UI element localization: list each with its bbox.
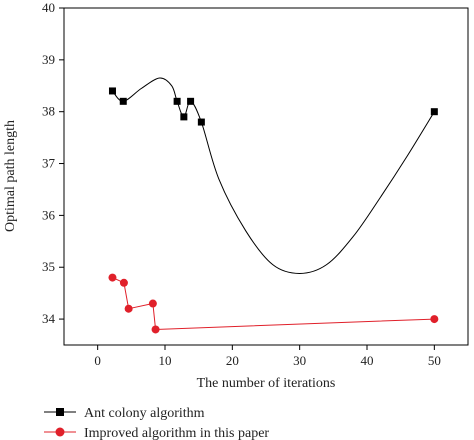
- y-tick-label-34: 34: [42, 311, 56, 326]
- data-point-improved-4: [151, 325, 160, 334]
- legend-marker-ant-colony: [56, 408, 64, 416]
- y-axis: 34 35 36 37 38 39 40: [42, 0, 64, 326]
- legend: Ant colony algorithm Improved algorithm …: [44, 406, 269, 440]
- series-layer: [108, 77, 439, 334]
- y-axis-title: Optimal path length: [3, 120, 18, 232]
- y-tick-label-38: 38: [42, 104, 55, 119]
- data-point-ant-colony-6: [430, 108, 438, 116]
- data-point-ant-colony-4: [187, 97, 195, 105]
- plot-frame: [63, 7, 469, 346]
- x-tick-label-30: 30: [293, 353, 306, 368]
- x-tick-label-40: 40: [361, 353, 374, 368]
- data-point-ant-colony-3: [180, 113, 188, 121]
- series-ant-colony: [108, 77, 438, 274]
- series-improved: [108, 273, 439, 334]
- x-axis-title: The number of iterations: [197, 376, 336, 391]
- data-point-ant-colony-0: [108, 87, 116, 95]
- data-point-improved-5: [430, 315, 439, 324]
- legend-label-improved: Improved algorithm in this paper: [84, 426, 269, 440]
- x-tick-label-20: 20: [226, 353, 239, 368]
- x-tick-label-50: 50: [428, 353, 441, 368]
- data-point-ant-colony-2: [173, 97, 181, 105]
- x-axis: 0 10 20 30 40 50: [94, 345, 441, 368]
- y-tick-label-40: 40: [42, 0, 55, 15]
- y-tick-label-36: 36: [42, 207, 56, 222]
- data-point-ant-colony-5: [197, 118, 205, 126]
- data-point-improved-0: [108, 273, 117, 282]
- data-point-improved-2: [124, 304, 133, 313]
- data-point-improved-3: [148, 299, 157, 308]
- data-point-improved-1: [119, 278, 128, 287]
- y-tick-label-37: 37: [42, 156, 56, 171]
- legend-item-ant-colony: Ant colony algorithm: [44, 406, 205, 421]
- x-tick-label-0: 0: [94, 353, 101, 368]
- legend-marker-improved: [55, 427, 65, 437]
- series-line-ant-colony: [112, 77, 435, 274]
- y-tick-label-39: 39: [42, 52, 55, 67]
- legend-label-ant-colony: Ant colony algorithm: [84, 406, 205, 421]
- legend-item-improved: Improved algorithm in this paper: [44, 426, 269, 440]
- x-tick-label-10: 10: [159, 353, 172, 368]
- series-line-improved: [112, 277, 435, 330]
- data-point-ant-colony-1: [119, 97, 127, 105]
- y-tick-label-35: 35: [42, 259, 55, 274]
